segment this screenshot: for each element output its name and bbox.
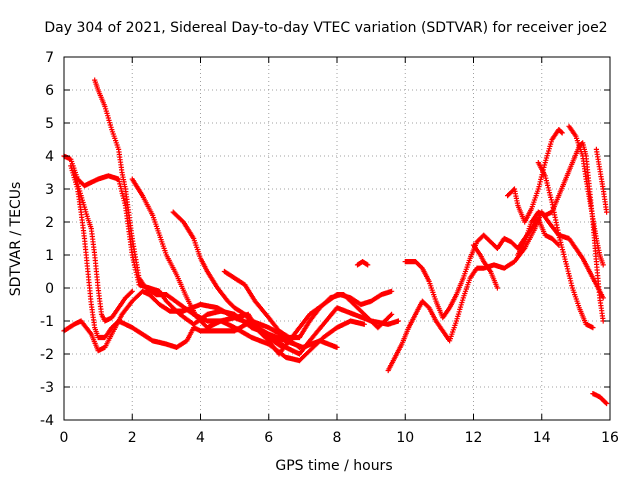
x-tick-label: 14	[533, 430, 551, 446]
x-axis-label: GPS time / hours	[275, 458, 392, 474]
x-tick-label: 4	[196, 430, 205, 446]
series-track-p	[566, 123, 606, 268]
data-point-marks	[515, 140, 606, 324]
data-point-marks	[593, 146, 610, 215]
data-point-marks	[566, 123, 606, 268]
x-tick-label: 16	[601, 430, 619, 446]
y-tick-label: 2	[45, 215, 54, 231]
y-tick-label: -1	[40, 314, 54, 330]
data-point-marks	[68, 163, 303, 350]
x-tick-label: 6	[264, 430, 273, 446]
data-point-marks	[385, 209, 606, 374]
chart-title: Day 304 of 2021, Sidereal Day-to-day VTE…	[44, 20, 607, 36]
series-track-j	[385, 209, 606, 374]
series-track-e	[71, 169, 135, 324]
series-track-h	[221, 268, 395, 341]
y-tick-label: 0	[45, 281, 54, 297]
x-tick-label: 2	[128, 430, 137, 446]
series-track-d	[68, 163, 303, 350]
series-track-l	[470, 242, 500, 291]
series-track-r	[590, 391, 610, 407]
data-point-marks	[470, 242, 500, 291]
data-point-marks	[170, 209, 285, 350]
series-track-g	[170, 209, 285, 350]
series-track-n	[535, 160, 596, 331]
data-point-marks	[354, 259, 371, 268]
data-point-marks	[71, 169, 135, 324]
x-tick-label: 12	[465, 430, 483, 446]
data-marks	[61, 77, 610, 407]
x-tick-label: 8	[333, 430, 342, 446]
series-track-q	[593, 146, 610, 215]
y-tick-label: -2	[40, 347, 54, 363]
y-tick-label: 3	[45, 182, 54, 198]
data-point-marks	[221, 268, 395, 341]
series-track-o	[515, 140, 606, 324]
data-point-marks	[590, 391, 610, 407]
y-tick-label: 7	[45, 50, 54, 66]
y-tick-label: 6	[45, 83, 54, 99]
x-tick-label: 10	[396, 430, 414, 446]
y-tick-label: -3	[40, 380, 54, 396]
data-point-marks	[535, 160, 596, 331]
y-tick-label: -4	[40, 413, 54, 429]
y-tick-label: 4	[45, 149, 54, 165]
series-track-i	[354, 259, 371, 268]
x-tick-label: 0	[60, 430, 69, 446]
y-tick-label: 1	[45, 248, 54, 264]
y-tick-label: 5	[45, 116, 54, 132]
y-axis-label: SDTVAR / TECUs	[8, 182, 24, 297]
grid	[64, 57, 610, 420]
